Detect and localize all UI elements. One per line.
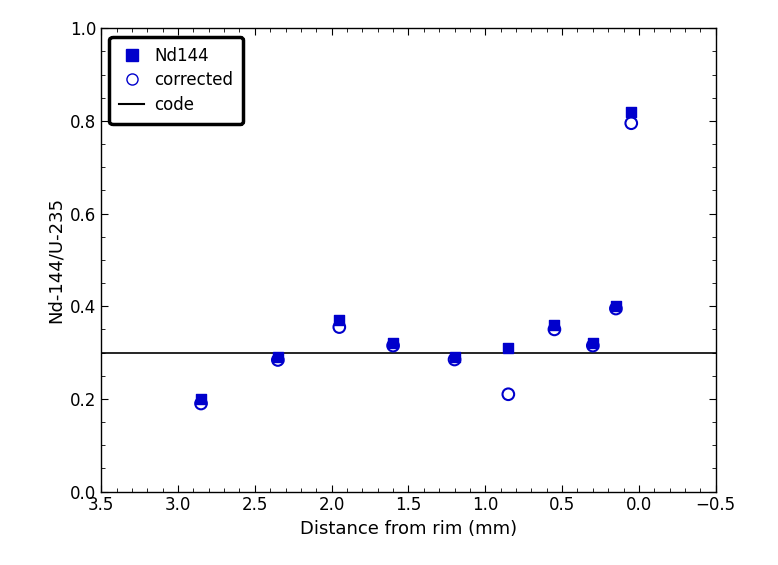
- Point: [387, 341, 399, 350]
- Point: [194, 399, 207, 408]
- Point: [587, 339, 599, 348]
- Point: [610, 304, 622, 313]
- Point: [625, 119, 637, 128]
- Point: [548, 320, 561, 329]
- Point: [272, 355, 284, 364]
- Point: [333, 316, 345, 325]
- Point: [610, 302, 622, 311]
- Point: [333, 323, 345, 332]
- Point: [448, 355, 461, 364]
- Point: [502, 390, 514, 399]
- Point: [587, 341, 599, 350]
- Legend: Nd144, corrected, code: Nd144, corrected, code: [110, 37, 244, 124]
- Y-axis label: Nd-144/U-235: Nd-144/U-235: [47, 197, 65, 323]
- Point: [502, 344, 514, 353]
- Point: [625, 107, 637, 116]
- Point: [448, 353, 461, 362]
- Point: [387, 339, 399, 348]
- Point: [272, 353, 284, 362]
- Point: [194, 394, 207, 403]
- Point: [548, 325, 561, 334]
- X-axis label: Distance from rim (mm): Distance from rim (mm): [300, 520, 517, 538]
